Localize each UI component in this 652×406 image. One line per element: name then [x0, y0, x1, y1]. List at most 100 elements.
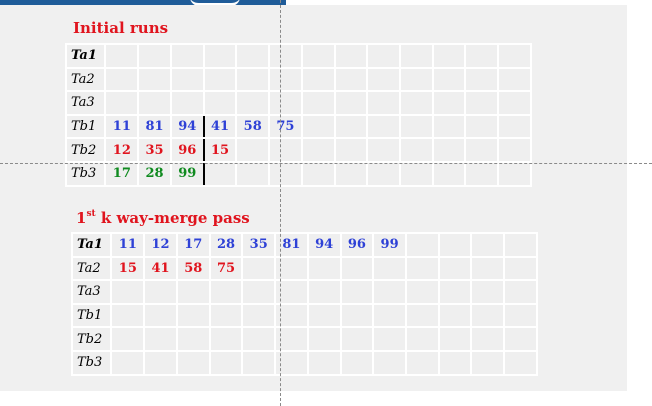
tape-empty-cell — [431, 113, 467, 140]
tape-empty-cell — [241, 326, 277, 352]
tape-empty-cell — [470, 232, 506, 258]
tape-empty-cell — [339, 255, 375, 282]
tape-empty-cell — [404, 255, 440, 282]
tape-empty-cell — [404, 326, 440, 352]
tape-empty-cell — [202, 90, 238, 116]
tape-empty-cell — [143, 279, 178, 305]
tape-empty-cell — [110, 279, 146, 305]
tape-empty-cell — [372, 326, 407, 352]
tape-empty-cell — [398, 137, 434, 163]
tape-empty-cell — [300, 66, 336, 93]
tape-empty-cell — [274, 349, 309, 376]
tape-empty-cell — [235, 66, 271, 93]
tape-empty-cell — [398, 66, 434, 93]
tape-empty-cell — [497, 137, 532, 163]
tape-row-ta3: Ta3 — [64, 90, 532, 116]
tape-label: Tb2 — [64, 137, 107, 163]
tape-empty-cell — [268, 66, 303, 93]
tape-row-ta2: Ta2 15 41 58 75 — [70, 255, 538, 282]
tape-value-cell: 28 — [137, 160, 172, 187]
tape-empty-cell — [235, 43, 271, 69]
tape-empty-cell — [202, 43, 238, 69]
tape-label: Tb1 — [70, 302, 113, 329]
title-glyph-fragment — [190, 0, 240, 6]
merge-pass-table: Ta1 11 12 17 28 35 81 94 96 99 Ta2 15 41 58 75 Ta3 Tb1 Tb… — [70, 232, 538, 376]
tape-empty-cell — [464, 43, 500, 69]
tape-empty-cell — [464, 160, 500, 187]
tape-empty-cell — [137, 43, 172, 69]
tape-empty-cell — [503, 232, 538, 258]
tape-label: Ta1 — [70, 232, 113, 258]
tape-label: Ta2 — [64, 66, 107, 93]
tape-empty-cell — [437, 232, 473, 258]
tape-empty-cell — [333, 90, 369, 116]
tape-label: Tb3 — [64, 160, 107, 187]
tape-empty-cell — [300, 113, 336, 140]
tape-empty-cell — [306, 279, 342, 305]
tape-empty-cell — [175, 349, 211, 376]
merge-pass-title-text: k way-merge pass — [95, 209, 250, 227]
tape-empty-cell — [398, 113, 434, 140]
tape-empty-cell — [268, 90, 303, 116]
tape-value-cell: 99 — [372, 232, 407, 258]
tape-value-cell: 94 — [306, 232, 342, 258]
tape-empty-cell — [300, 137, 336, 163]
tape-value-cell: 15 — [110, 255, 146, 282]
tape-value-cell: 35 — [137, 137, 172, 163]
section-title-initial-runs: Initial runs — [73, 19, 169, 37]
tape-value-cell: 41 — [143, 255, 178, 282]
tape-empty-cell — [306, 349, 342, 376]
tape-empty-cell — [404, 302, 440, 329]
tape-empty-cell — [208, 326, 244, 352]
tape-empty-cell — [333, 160, 369, 187]
tape-empty-cell — [110, 349, 146, 376]
tape-empty-cell — [497, 66, 532, 93]
tape-row-ta3: Ta3 — [70, 279, 538, 305]
tape-empty-cell — [300, 90, 336, 116]
tape-value-cell: 58 — [175, 255, 211, 282]
tape-empty-cell — [398, 90, 434, 116]
tape-empty-cell — [208, 279, 244, 305]
tape-empty-cell — [503, 255, 538, 282]
tape-empty-cell — [268, 160, 303, 187]
tape-value-cell: 12 — [104, 137, 140, 163]
tape-empty-cell — [208, 302, 244, 329]
tape-empty-cell — [110, 302, 146, 329]
tape-empty-cell — [470, 349, 506, 376]
tape-empty-cell — [137, 66, 172, 93]
tape-row-ta1: Ta1 11 12 17 28 35 81 94 96 99 — [70, 232, 538, 258]
tape-value-cell: 11 — [104, 113, 140, 140]
tape-empty-cell — [366, 90, 401, 116]
tape-empty-cell — [333, 137, 369, 163]
tape-empty-cell — [333, 113, 369, 140]
tape-empty-cell — [143, 326, 178, 352]
merge-pass-title-ordinal: st — [86, 209, 96, 219]
slide-canvas: Initial runs Ta1 Ta2 Ta3 Tb1 11 81 94 41 58 75 Tb2… — [0, 5, 627, 391]
tape-empty-cell — [268, 137, 303, 163]
tape-value-cell: 17 — [104, 160, 140, 187]
tape-empty-cell — [202, 160, 238, 187]
tape-empty-cell — [497, 90, 532, 116]
tape-empty-cell — [104, 66, 140, 93]
tape-empty-cell — [431, 66, 467, 93]
tape-value-cell: 75 — [268, 113, 303, 140]
tape-row-tb1: Tb1 11 81 94 41 58 75 — [64, 113, 532, 140]
tape-empty-cell — [274, 255, 309, 282]
tape-value-cell: 17 — [175, 232, 211, 258]
tape-empty-cell — [104, 43, 140, 69]
tape-value-cell: 81 — [274, 232, 309, 258]
tape-empty-cell — [437, 326, 473, 352]
tape-empty-cell — [339, 349, 375, 376]
tape-empty-cell — [431, 43, 467, 69]
tape-empty-cell — [143, 302, 178, 329]
tape-empty-cell — [143, 349, 178, 376]
tape-empty-cell — [366, 160, 401, 187]
tape-empty-cell — [306, 255, 342, 282]
tape-empty-cell — [464, 137, 500, 163]
tape-label: Ta1 — [64, 43, 107, 69]
tape-label: Ta3 — [64, 90, 107, 116]
tape-empty-cell — [437, 279, 473, 305]
tape-empty-cell — [306, 326, 342, 352]
tape-row-tb1: Tb1 — [70, 302, 538, 329]
tape-row-tb2: Tb2 12 35 96 15 — [64, 137, 532, 163]
